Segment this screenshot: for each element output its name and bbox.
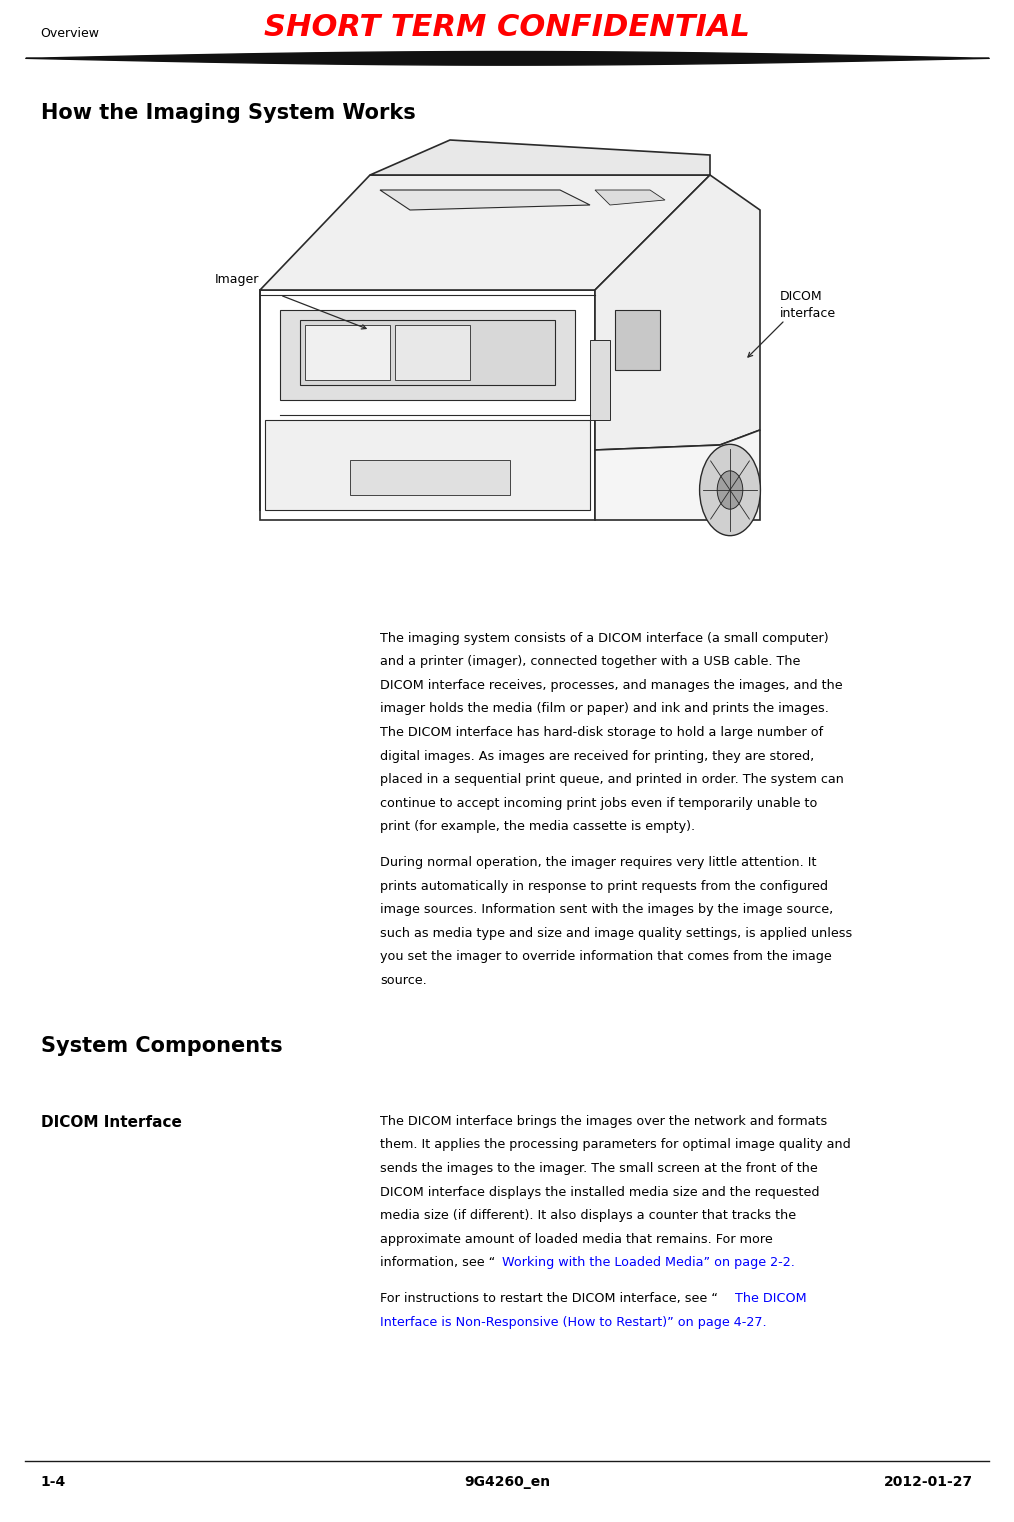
Text: DICOM Interface: DICOM Interface	[41, 1114, 182, 1129]
Polygon shape	[300, 320, 555, 385]
Text: DICOM
interface: DICOM interface	[780, 291, 837, 320]
Polygon shape	[305, 326, 390, 380]
Text: DICOM interface displays the installed media size and the requested: DICOM interface displays the installed m…	[380, 1186, 819, 1199]
Polygon shape	[380, 190, 590, 210]
Text: continue to accept incoming print jobs even if temporarily unable to: continue to accept incoming print jobs e…	[380, 798, 817, 810]
Text: Overview: Overview	[41, 27, 99, 40]
Text: sends the images to the imager. The small screen at the front of the: sends the images to the imager. The smal…	[380, 1163, 818, 1175]
Text: 1-4: 1-4	[41, 1475, 66, 1490]
Circle shape	[717, 470, 743, 510]
Text: approximate amount of loaded media that remains. For more: approximate amount of loaded media that …	[380, 1233, 773, 1247]
Text: The imaging system consists of a DICOM interface (a small computer): The imaging system consists of a DICOM i…	[380, 632, 828, 645]
Text: them. It applies the processing parameters for optimal image quality and: them. It applies the processing paramete…	[380, 1138, 851, 1152]
Text: prints automatically in response to print requests from the configured: prints automatically in response to prin…	[380, 880, 828, 893]
Text: placed in a sequential print queue, and printed in order. The system can: placed in a sequential print queue, and …	[380, 773, 844, 787]
Circle shape	[700, 444, 760, 536]
Text: and a printer (imager), connected together with a USB cable. The: and a printer (imager), connected togeth…	[380, 654, 801, 668]
Polygon shape	[595, 431, 760, 521]
Polygon shape	[260, 291, 595, 521]
Text: 9G4260_en: 9G4260_en	[464, 1475, 550, 1490]
Text: source.: source.	[380, 974, 427, 988]
Text: media size (if different). It also displays a counter that tracks the: media size (if different). It also displ…	[380, 1208, 796, 1222]
Text: SHORT TERM CONFIDENTIAL: SHORT TERM CONFIDENTIAL	[264, 12, 750, 43]
Text: How the Imaging System Works: How the Imaging System Works	[41, 103, 416, 123]
Text: Working with the Loaded Media” on page 2-2.: Working with the Loaded Media” on page 2…	[502, 1257, 795, 1269]
Text: you set the imager to override information that comes from the image: you set the imager to override informati…	[380, 950, 832, 963]
Polygon shape	[265, 420, 590, 510]
Polygon shape	[595, 190, 665, 205]
Text: DICOM interface receives, processes, and manages the images, and the: DICOM interface receives, processes, and…	[380, 679, 843, 693]
Text: For instructions to restart the DICOM interface, see “: For instructions to restart the DICOM in…	[380, 1292, 718, 1306]
Text: print (for example, the media cassette is empty).: print (for example, the media cassette i…	[380, 820, 696, 834]
Polygon shape	[590, 339, 610, 420]
Text: 2012-01-27: 2012-01-27	[884, 1475, 973, 1490]
Text: During normal operation, the imager requires very little attention. It: During normal operation, the imager requ…	[380, 855, 816, 869]
Polygon shape	[395, 326, 470, 380]
Text: The DICOM: The DICOM	[735, 1292, 807, 1306]
Polygon shape	[595, 175, 760, 451]
Polygon shape	[260, 175, 710, 291]
Polygon shape	[615, 310, 660, 370]
Text: Imager: Imager	[215, 274, 260, 286]
Polygon shape	[350, 460, 510, 495]
Text: System Components: System Components	[41, 1035, 282, 1056]
Polygon shape	[370, 140, 710, 175]
Text: information, see “: information, see “	[380, 1257, 496, 1269]
Text: Interface is Non-Responsive (How to Restart)” on page 4-27.: Interface is Non-Responsive (How to Rest…	[380, 1315, 767, 1329]
Text: The DICOM interface has hard-disk storage to hold a large number of: The DICOM interface has hard-disk storag…	[380, 726, 823, 740]
Text: such as media type and size and image quality settings, is applied unless: such as media type and size and image qu…	[380, 927, 853, 941]
Text: digital images. As images are received for printing, they are stored,: digital images. As images are received f…	[380, 749, 814, 763]
Polygon shape	[280, 310, 575, 400]
Text: imager holds the media (film or paper) and ink and prints the images.: imager holds the media (film or paper) a…	[380, 703, 829, 715]
Text: The DICOM interface brings the images over the network and formats: The DICOM interface brings the images ov…	[380, 1114, 827, 1128]
Text: image sources. Information sent with the images by the image source,: image sources. Information sent with the…	[380, 904, 834, 916]
